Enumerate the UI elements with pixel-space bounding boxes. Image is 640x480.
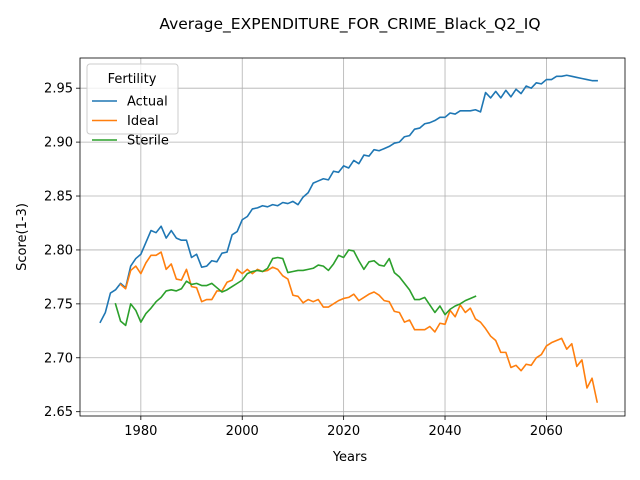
x-tick-label: 2000 (226, 424, 259, 439)
x-tick-label: 2060 (530, 424, 563, 439)
legend-entries: Actual Ideal Sterile (92, 95, 169, 149)
y-axis-label: Score(1-3) (15, 203, 30, 271)
legend-title: Fertility (108, 72, 157, 87)
y-tick-label: 2.80 (44, 243, 73, 258)
y-tick-label: 2.90 (44, 136, 73, 151)
x-axis-label: Years (332, 450, 368, 465)
grid-lines (80, 58, 625, 416)
x-tick-label: 1980 (124, 424, 157, 439)
series-line-ideal (119, 251, 599, 403)
plot-frame (79, 57, 626, 417)
chart-title: Average_EXPENDITURE_FOR_CRIME_Black_Q2_I… (159, 15, 540, 34)
axis-ticks: 1980 2000 2020 2040 2060 2.65 2.70 2.75 2.80 2.85… (44, 82, 563, 439)
legend-box (86, 63, 179, 135)
legend-label-sterile: Sterile (127, 134, 169, 149)
series-line-actual (99, 74, 598, 324)
legend-label-ideal: Ideal (127, 114, 159, 129)
series-lines (99, 74, 599, 403)
y-tick-label: 2.65 (44, 405, 73, 420)
legend-label-actual: Actual (127, 95, 168, 110)
y-tick-label: 2.85 (44, 190, 73, 205)
x-tick-label: 2040 (428, 424, 461, 439)
y-tick-label: 2.75 (44, 297, 73, 312)
series-line-sterile (114, 249, 477, 327)
x-tick-label: 2020 (327, 424, 360, 439)
y-tick-label: 2.95 (44, 82, 73, 97)
legend: Fertility Actual Ideal Sterile (86, 63, 179, 149)
y-tick-label: 2.70 (44, 351, 73, 366)
